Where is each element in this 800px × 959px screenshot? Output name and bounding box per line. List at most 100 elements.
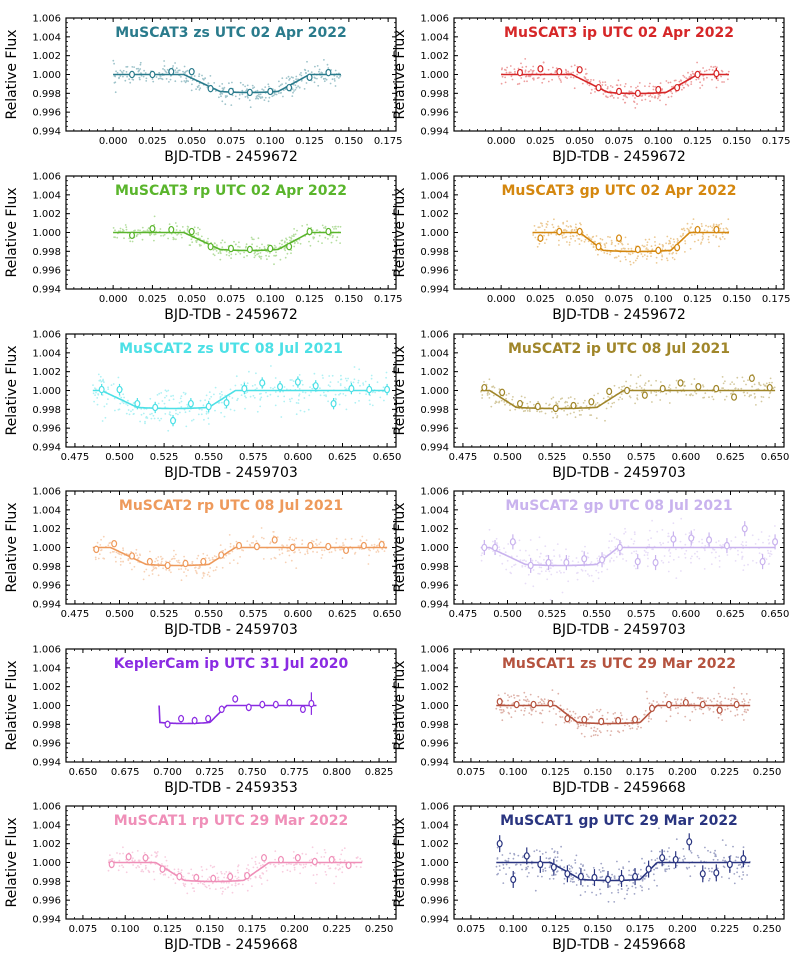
raw-point	[303, 410, 306, 413]
raw-point	[538, 242, 541, 245]
raw-point	[295, 75, 298, 78]
raw-point	[330, 241, 333, 244]
raw-point	[294, 551, 296, 553]
raw-point	[186, 405, 189, 408]
raw-point	[651, 96, 653, 98]
raw-point	[647, 248, 649, 251]
raw-point	[244, 96, 247, 98]
raw-point	[537, 702, 540, 704]
raw-point	[190, 238, 193, 241]
raw-point	[339, 384, 342, 387]
raw-point	[183, 571, 185, 573]
raw-point	[640, 253, 643, 255]
raw-point	[284, 256, 287, 259]
raw-point	[522, 410, 525, 413]
raw-point	[383, 399, 385, 402]
raw-point	[102, 535, 105, 538]
raw-point	[197, 232, 200, 234]
raw-point	[587, 79, 590, 81]
raw-point	[311, 387, 314, 390]
raw-point	[255, 97, 257, 100]
raw-point	[740, 543, 743, 546]
y-tick-label: 1.004	[32, 663, 61, 674]
raw-point	[119, 564, 122, 566]
raw-point	[199, 245, 201, 247]
raw-point	[622, 558, 624, 560]
raw-point	[291, 538, 294, 541]
raw-point	[668, 548, 671, 551]
raw-point	[635, 382, 638, 385]
raw-point	[742, 719, 745, 721]
raw-point	[158, 72, 161, 74]
raw-point	[498, 548, 501, 551]
raw-point	[558, 244, 560, 246]
raw-point	[256, 410, 259, 413]
raw-point	[218, 96, 220, 99]
raw-point	[558, 400, 560, 403]
raw-point	[662, 561, 665, 564]
x-tick-label: 0.175	[374, 136, 403, 147]
raw-point	[729, 710, 732, 713]
raw-point	[537, 561, 539, 564]
raw-point	[179, 411, 181, 414]
light-curve-panel: 1.0061.0041.0021.0000.9980.9960.9940.000…	[392, 14, 790, 166]
x-tick-label: 0.575	[627, 609, 656, 620]
raw-point	[202, 404, 205, 407]
raw-point	[753, 383, 756, 386]
binned-point	[766, 383, 773, 392]
raw-point	[319, 387, 321, 390]
raw-point	[710, 563, 713, 566]
binned-point	[178, 714, 185, 723]
raw-point	[508, 392, 510, 395]
raw-point	[253, 396, 256, 399]
raw-point	[149, 234, 152, 237]
raw-point	[133, 565, 136, 568]
raw-point	[289, 77, 291, 80]
raw-point	[145, 568, 148, 571]
raw-point	[511, 565, 513, 568]
x-tick-label: 0.125	[683, 294, 712, 305]
raw-point	[193, 226, 196, 229]
y-tick-label: 1.002	[420, 524, 449, 535]
raw-point	[186, 69, 189, 72]
raw-point	[726, 228, 729, 231]
raw-point	[558, 239, 560, 242]
raw-point	[641, 244, 644, 247]
raw-point	[640, 726, 642, 729]
raw-point	[596, 402, 599, 404]
raw-point	[559, 704, 562, 707]
raw-point	[532, 65, 535, 68]
raw-point	[537, 226, 540, 229]
raw-point	[546, 554, 549, 557]
raw-point	[651, 519, 653, 522]
binned-points	[496, 698, 740, 726]
raw-point	[337, 381, 340, 383]
raw-flux-points	[500, 58, 730, 109]
y-tick-label: 1.002	[420, 51, 449, 62]
raw-point	[167, 237, 170, 240]
raw-point	[768, 396, 770, 399]
binned-point	[655, 246, 662, 255]
raw-point	[122, 560, 124, 563]
raw-point	[163, 65, 166, 67]
raw-point	[679, 540, 682, 543]
raw-point	[310, 71, 313, 74]
raw-point	[633, 101, 636, 103]
raw-point	[382, 386, 385, 389]
raw-point	[254, 254, 257, 257]
raw-point	[714, 65, 717, 68]
raw-point	[646, 241, 649, 244]
raw-point	[528, 712, 531, 714]
raw-point	[231, 81, 233, 84]
raw-point	[199, 399, 202, 402]
binned-point	[674, 83, 681, 92]
raw-point	[229, 545, 232, 548]
raw-point	[269, 542, 271, 545]
raw-point	[319, 394, 322, 397]
raw-point	[613, 384, 616, 387]
raw-point	[264, 86, 267, 88]
raw-point	[252, 536, 255, 538]
raw-point	[318, 543, 321, 545]
raw-point	[607, 402, 610, 405]
raw-point	[760, 395, 763, 398]
